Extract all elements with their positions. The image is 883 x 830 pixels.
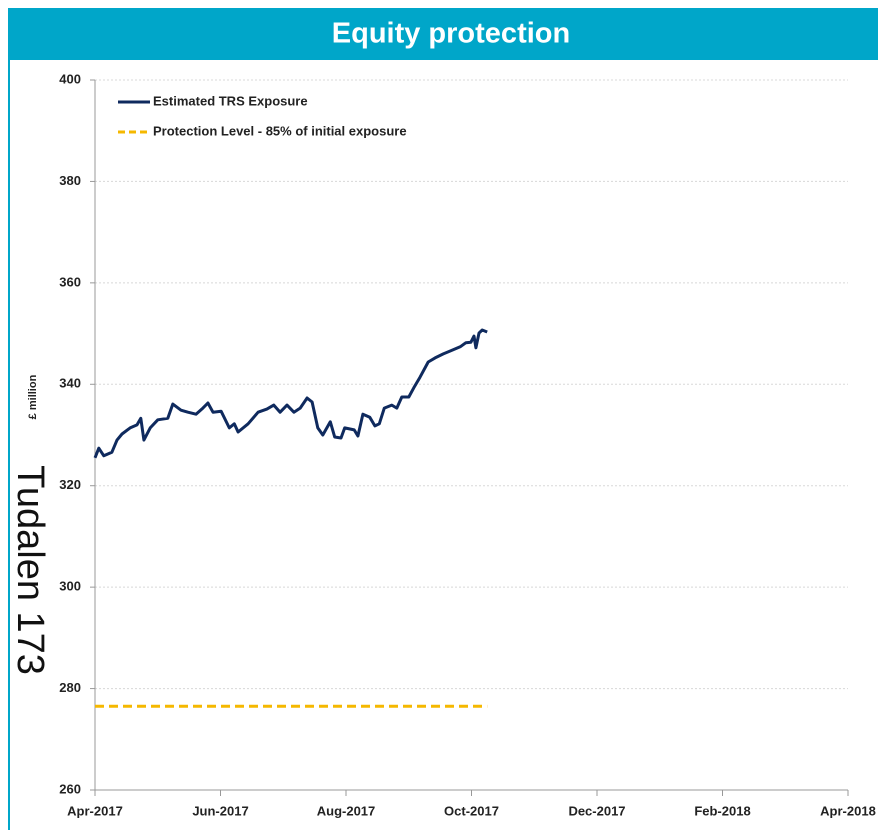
y-tick-label: 260 xyxy=(59,781,81,796)
x-tick-label: Dec-2017 xyxy=(568,803,625,818)
y-tick-label: 280 xyxy=(59,680,81,695)
y-tick-label: 360 xyxy=(59,274,81,289)
page-annotation: Tudalen 173 xyxy=(9,465,51,675)
x-tick-label: Oct-2017 xyxy=(444,803,499,818)
chart-title: Equity protection xyxy=(332,18,570,50)
legend-label: Estimated TRS Exposure xyxy=(153,93,308,108)
y-tick-label: 340 xyxy=(59,376,81,391)
x-tick-label: Apr-2018 xyxy=(820,803,876,818)
legend-label: Protection Level - 85% of initial exposu… xyxy=(153,123,407,138)
y-axis-label: £ million xyxy=(27,374,39,419)
x-tick-label: Jun-2017 xyxy=(192,803,248,818)
y-tick-label: 320 xyxy=(59,477,81,492)
x-tick-label: Aug-2017 xyxy=(317,803,376,818)
series-line xyxy=(93,328,488,459)
x-tick-label: Apr-2017 xyxy=(67,803,123,818)
y-tick-label: 300 xyxy=(59,579,81,594)
y-tick-label: 380 xyxy=(59,173,81,188)
x-tick-label: Feb-2018 xyxy=(694,803,750,818)
y-tick-label: 400 xyxy=(59,71,81,86)
header-bar xyxy=(8,8,878,60)
